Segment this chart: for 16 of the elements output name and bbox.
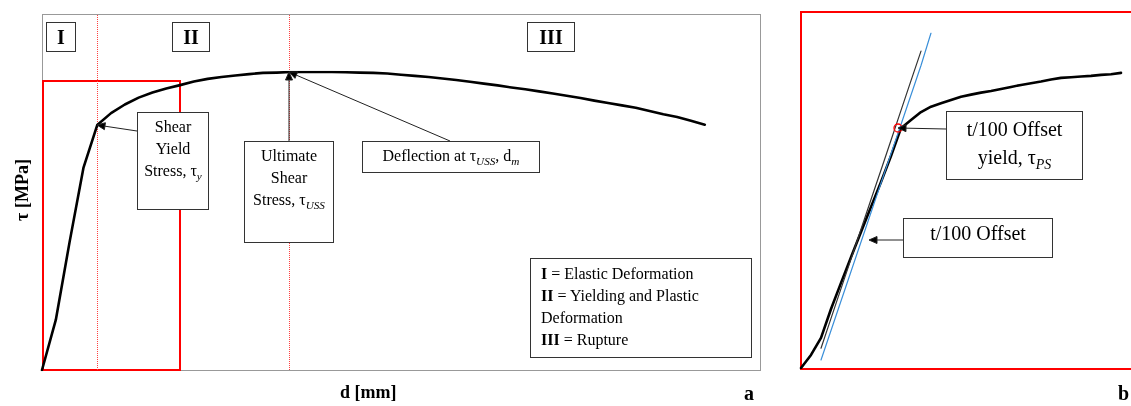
text: II [172,22,210,52]
text: III [527,22,575,52]
x-axis-title: d [mm] [340,382,397,403]
text: b [1118,382,1130,405]
annotation: Shear Yield Stress, τ$_{y}$ [137,112,209,210]
annotation: I = Elastic Deformation [541,264,695,284]
text: a [744,382,754,405]
annotation: III = Rupture [541,330,630,351]
annotation: t/100 Offset yield, τ$_{PS}$ [946,111,1083,180]
text: I [46,22,76,52]
annotation: II = Yielding and Plastic Deformation [541,286,700,328]
key-box: I = Elastic Deformation II = Yielding and Plastic Deformation III = Rupture [530,258,752,358]
annotation: Ultimate Shear Stress, τ$_{USS}$ [244,141,334,243]
annotation: Deflection at τ$_{USS}$, d$_{m}$ [362,141,540,173]
y-axis-title: τ [MPa] [11,159,33,221]
annotation: t/100 Offset [903,218,1053,258]
